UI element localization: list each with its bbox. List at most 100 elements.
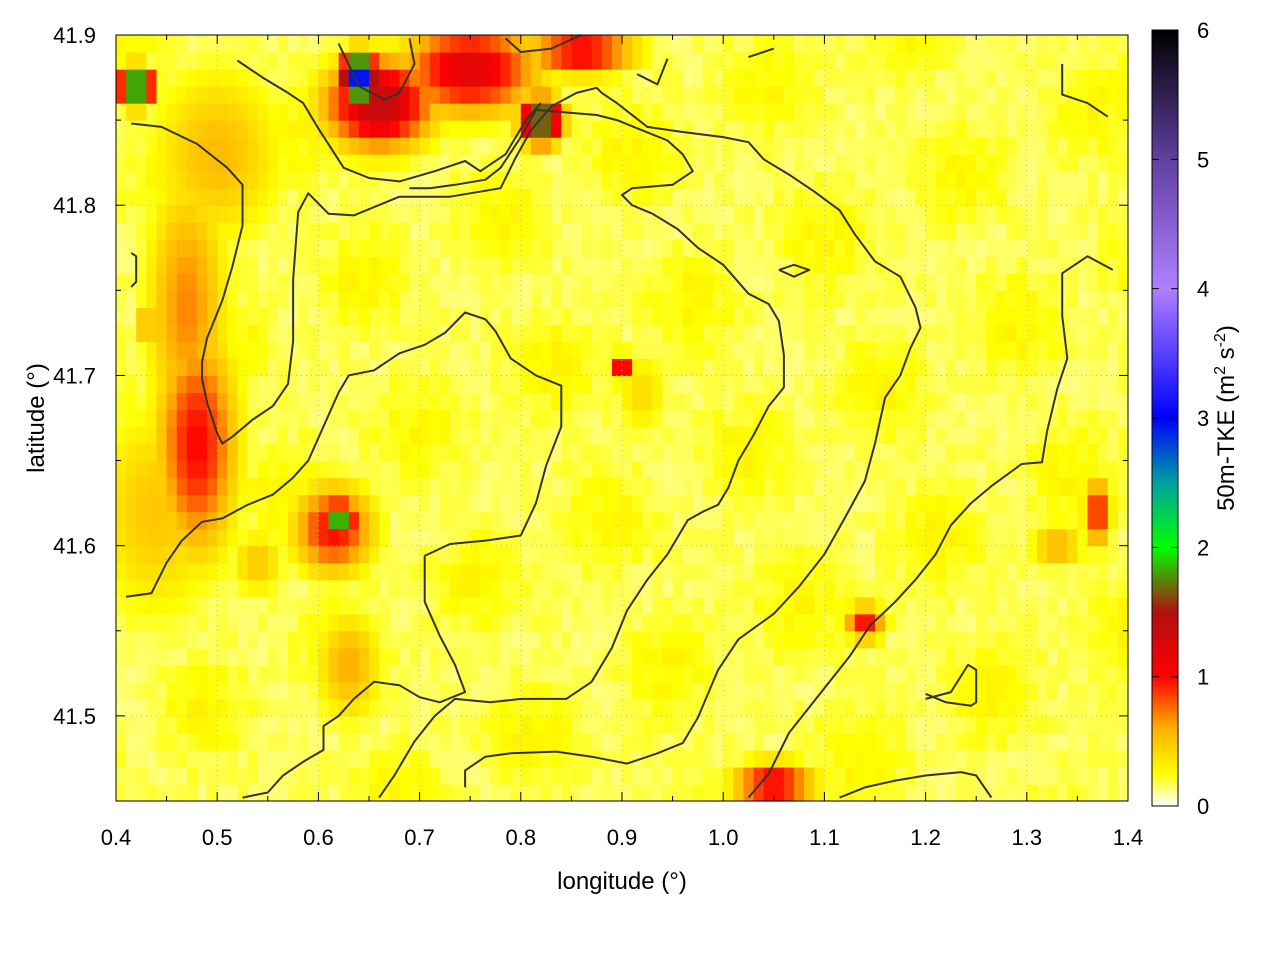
heatmap-cell xyxy=(439,664,451,683)
heatmap-cell xyxy=(622,681,633,700)
heatmap-cell xyxy=(490,392,502,411)
heatmap-cell xyxy=(611,460,623,479)
heatmap-cell xyxy=(864,171,876,189)
heatmap-cell xyxy=(935,86,947,104)
heatmap-cell xyxy=(1117,239,1129,257)
heatmap-cell xyxy=(318,528,330,547)
heatmap-cell xyxy=(1067,698,1078,717)
heatmap-cell xyxy=(925,494,937,513)
heatmap-cell xyxy=(409,596,421,615)
heatmap-cell xyxy=(682,681,694,700)
heatmap-cell xyxy=(156,375,168,394)
heatmap-cell xyxy=(895,69,906,87)
heatmap-cell xyxy=(126,766,137,785)
heatmap-cell xyxy=(1117,647,1129,666)
heatmap-cell xyxy=(976,766,987,785)
heatmap-cell xyxy=(601,613,613,632)
heatmap-cell xyxy=(1107,358,1119,377)
heatmap-cell xyxy=(257,375,269,394)
heatmap-cell xyxy=(986,681,998,700)
heatmap-cell xyxy=(196,392,208,411)
heatmap-cell xyxy=(520,664,532,683)
heatmap-cell xyxy=(257,715,269,734)
heatmap-cell xyxy=(460,613,471,632)
heatmap-cell xyxy=(348,324,360,342)
heatmap-cell xyxy=(1057,698,1068,717)
heatmap-cell xyxy=(146,103,158,121)
heatmap-cell xyxy=(429,103,441,121)
heatmap-cell xyxy=(581,188,593,206)
heatmap-cell xyxy=(814,698,825,717)
heatmap-cell xyxy=(227,324,239,342)
heatmap-cell xyxy=(156,154,168,172)
heatmap-cell xyxy=(490,222,502,240)
heatmap-cell xyxy=(955,375,967,394)
heatmap-cell xyxy=(854,341,866,360)
heatmap-cell xyxy=(399,783,411,802)
heatmap-cell xyxy=(814,630,825,649)
heatmap-cell xyxy=(1026,358,1038,377)
heatmap-cell xyxy=(1057,715,1068,734)
heatmap-cell xyxy=(338,392,350,411)
heatmap-cell xyxy=(237,69,249,87)
heatmap-cell xyxy=(743,137,755,155)
heatmap-cell xyxy=(207,154,218,172)
heatmap-cell xyxy=(207,256,218,274)
heatmap-cell xyxy=(358,205,370,223)
heatmap-cell xyxy=(156,290,168,308)
heatmap-cell xyxy=(490,477,502,496)
heatmap-cell xyxy=(824,613,836,632)
heatmap-cell xyxy=(399,613,411,632)
heatmap-cell xyxy=(692,732,704,751)
heatmap-cell xyxy=(1077,392,1089,411)
heatmap-cell xyxy=(328,188,340,206)
heatmap-cell xyxy=(885,749,896,768)
heatmap-cell xyxy=(662,409,674,428)
heatmap-cell xyxy=(520,103,532,121)
heatmap-cell xyxy=(520,426,532,445)
heatmap-cell xyxy=(369,698,380,717)
heatmap-cell xyxy=(176,273,188,291)
heatmap-cell xyxy=(196,324,208,342)
heatmap-cell xyxy=(470,766,481,785)
heatmap-cell xyxy=(541,630,552,649)
heatmap-cell xyxy=(186,477,198,496)
heatmap-cell xyxy=(1026,494,1038,513)
heatmap-cell xyxy=(682,783,694,802)
heatmap-cell xyxy=(622,35,633,53)
heatmap-cell xyxy=(662,681,674,700)
heatmap-cell xyxy=(642,460,653,479)
heatmap-cell xyxy=(591,324,603,342)
heatmap-cell xyxy=(955,698,967,717)
heatmap-cell xyxy=(308,52,319,70)
heatmap-cell xyxy=(328,103,340,121)
heatmap-cell xyxy=(763,613,775,632)
heatmap-cell xyxy=(996,426,1008,445)
heatmap-cell xyxy=(247,256,259,274)
heatmap-cell xyxy=(1117,630,1129,649)
heatmap-cell xyxy=(581,103,593,121)
heatmap-cell xyxy=(520,290,532,308)
heatmap-cell xyxy=(875,647,886,666)
heatmap-cell xyxy=(834,137,846,155)
heatmap-cell xyxy=(955,307,967,325)
heatmap-cell xyxy=(794,69,805,87)
heatmap-cell xyxy=(925,681,937,700)
heatmap-cell xyxy=(986,596,998,615)
heatmap-cell xyxy=(166,324,178,342)
heatmap-cell xyxy=(1057,579,1068,598)
heatmap-cell xyxy=(1117,171,1129,189)
heatmap-cell xyxy=(611,137,623,155)
heatmap-cell xyxy=(348,154,360,172)
heatmap-cell xyxy=(288,698,299,717)
heatmap-cell xyxy=(814,307,825,325)
heatmap-cell xyxy=(844,494,856,513)
heatmap-cell xyxy=(298,596,309,615)
heatmap-cell xyxy=(1097,511,1109,530)
heatmap-cell xyxy=(551,460,562,479)
heatmap-cell xyxy=(470,613,481,632)
heatmap-cell xyxy=(439,392,451,411)
heatmap-cell xyxy=(601,341,613,360)
heatmap-cell xyxy=(429,766,441,785)
heatmap-cell xyxy=(267,35,279,53)
